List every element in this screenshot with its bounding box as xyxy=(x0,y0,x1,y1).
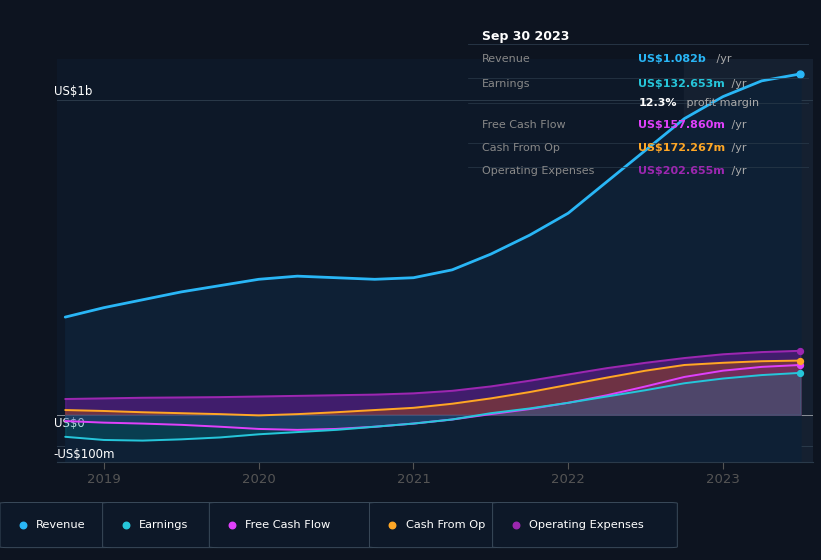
FancyBboxPatch shape xyxy=(103,502,218,548)
Text: US$172.267m: US$172.267m xyxy=(639,143,726,153)
Text: Operating Expenses: Operating Expenses xyxy=(529,520,644,530)
Bar xyxy=(685,59,821,462)
Point xyxy=(794,361,807,370)
Text: US$132.653m: US$132.653m xyxy=(639,80,725,90)
Text: Revenue: Revenue xyxy=(36,520,85,530)
Point xyxy=(794,356,807,365)
Text: Earnings: Earnings xyxy=(482,80,530,90)
Point xyxy=(794,346,807,355)
Text: US$0: US$0 xyxy=(53,417,85,430)
Text: /yr: /yr xyxy=(727,80,746,90)
Text: -US$100m: -US$100m xyxy=(53,448,115,461)
Text: US$157.860m: US$157.860m xyxy=(639,120,725,130)
Text: US$202.655m: US$202.655m xyxy=(639,166,725,176)
Text: /yr: /yr xyxy=(727,120,746,130)
Point xyxy=(794,69,807,78)
Text: Sep 30 2023: Sep 30 2023 xyxy=(482,30,569,43)
Point xyxy=(386,521,399,530)
Text: Free Cash Flow: Free Cash Flow xyxy=(482,120,565,130)
FancyBboxPatch shape xyxy=(493,502,677,548)
Text: Earnings: Earnings xyxy=(139,520,188,530)
Point xyxy=(509,521,522,530)
Text: 12.3%: 12.3% xyxy=(639,98,677,108)
Point xyxy=(119,521,132,530)
Text: Cash From Op: Cash From Op xyxy=(406,520,485,530)
FancyBboxPatch shape xyxy=(209,502,378,548)
Text: /yr: /yr xyxy=(713,54,732,64)
Text: US$1b: US$1b xyxy=(53,85,92,98)
Text: US$1.082b: US$1.082b xyxy=(639,54,706,64)
Text: Free Cash Flow: Free Cash Flow xyxy=(245,520,331,530)
Point xyxy=(226,521,239,530)
Point xyxy=(16,521,30,530)
Text: /yr: /yr xyxy=(727,166,746,176)
Text: /yr: /yr xyxy=(727,143,746,153)
FancyBboxPatch shape xyxy=(369,502,501,548)
Text: Cash From Op: Cash From Op xyxy=(482,143,559,153)
Point xyxy=(794,368,807,377)
Text: profit margin: profit margin xyxy=(682,98,759,108)
Text: Revenue: Revenue xyxy=(482,54,530,64)
Text: Operating Expenses: Operating Expenses xyxy=(482,166,594,176)
FancyBboxPatch shape xyxy=(0,502,111,548)
